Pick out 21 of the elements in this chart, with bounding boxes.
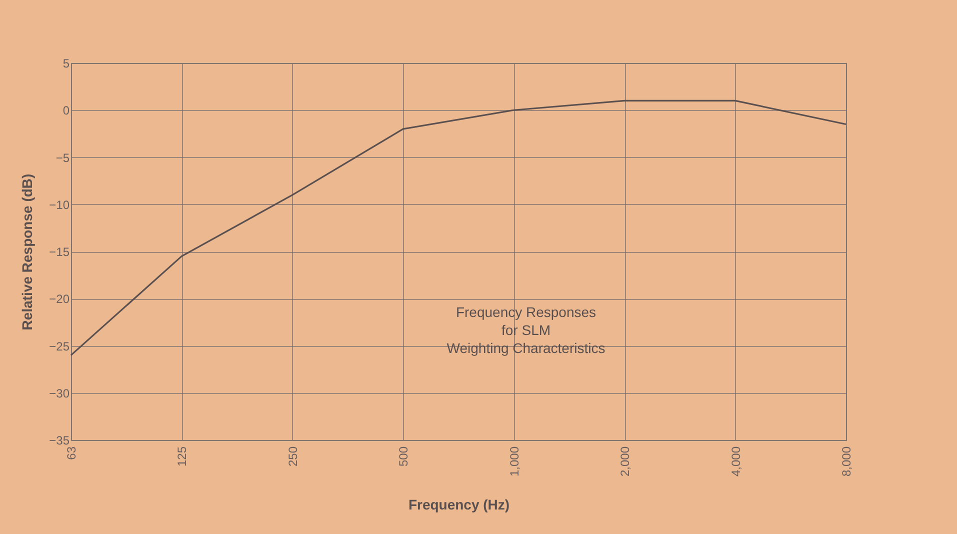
x-tick-label: 1,000 [507,446,522,477]
y-tick-label: −20 [49,292,70,306]
y-tick-label: −35 [49,434,70,448]
x-tick-label: 125 [175,446,190,467]
y-tick-label: −25 [49,339,70,354]
x-axis-title: Frequency (Hz) [408,496,510,513]
x-tick-label: 2,000 [618,446,632,477]
y-axis-title: Relative Response (dB) [19,174,36,330]
x-tick-label: 250 [286,446,300,467]
y-tick-label: 5 [62,56,70,70]
y-tick-label: −10 [49,198,70,212]
y-tick-label: 0 [62,104,70,118]
line-series [70,100,847,356]
x-tick-label: 63 [64,446,78,460]
y-tick-label: −30 [49,386,70,400]
y-tick-label: −15 [49,245,70,259]
x-tick-label: 8,000 [840,446,854,477]
x-tick-label: 500 [396,446,411,467]
annotation: Frequency Responses for SLM Weighting Characteristics [446,304,606,356]
x-tick-label: 4,000 [728,446,743,477]
y-tick-label: −5 [56,150,70,165]
